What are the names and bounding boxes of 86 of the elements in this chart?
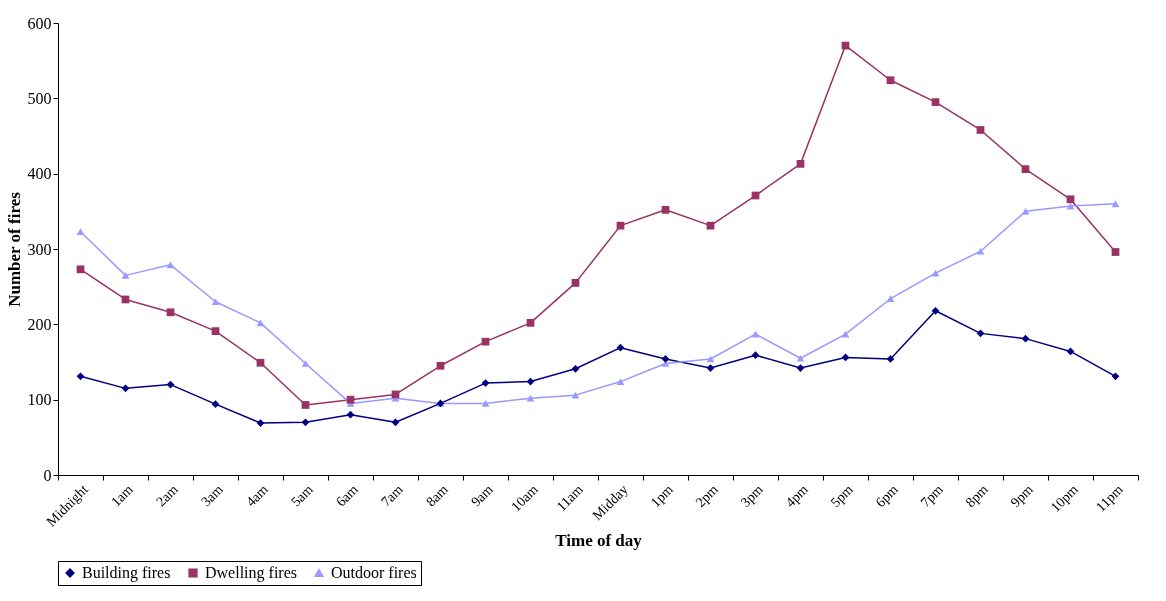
point xyxy=(931,98,940,106)
point xyxy=(976,247,985,255)
point xyxy=(1111,248,1120,256)
y-tick-label: 600 xyxy=(27,14,52,32)
x-tick-label: 8am xyxy=(423,481,451,510)
x-tick-label: 3am xyxy=(198,481,226,510)
y-axis-title: Number of fires xyxy=(4,191,24,307)
point xyxy=(1021,334,1030,343)
y-tick-label: 100 xyxy=(27,391,52,409)
point xyxy=(706,355,715,363)
point xyxy=(211,327,220,335)
x-tick-label: 4am xyxy=(243,481,271,510)
point xyxy=(931,306,940,315)
point xyxy=(301,418,310,427)
x-tick-label: 3pm xyxy=(737,481,766,510)
point xyxy=(706,221,715,230)
x-tick-label: 7pm xyxy=(917,481,946,510)
y-tick-label: 500 xyxy=(27,89,52,107)
point xyxy=(796,364,805,372)
y-tick-label: 200 xyxy=(27,315,52,333)
point xyxy=(571,279,580,287)
point xyxy=(76,228,85,236)
point xyxy=(211,400,220,409)
point xyxy=(481,400,490,407)
point xyxy=(346,410,355,419)
point xyxy=(481,379,490,387)
point xyxy=(346,395,355,404)
point xyxy=(886,76,895,85)
x-tick-label: 6pm xyxy=(872,481,901,510)
point xyxy=(571,364,580,373)
point xyxy=(256,319,265,327)
point xyxy=(751,351,760,360)
point xyxy=(661,355,670,363)
point xyxy=(301,360,310,367)
point xyxy=(76,265,85,274)
y-tick-label: 300 xyxy=(27,240,52,258)
x-tick-label: 2pm xyxy=(692,481,721,510)
point xyxy=(616,221,625,230)
point xyxy=(391,418,400,427)
x-tick-label: 9am xyxy=(468,481,496,510)
point xyxy=(211,298,220,306)
point xyxy=(1066,202,1075,210)
point xyxy=(166,308,175,317)
x-tick-label: 5am xyxy=(288,481,316,510)
x-tick-label: 5pm xyxy=(827,481,856,510)
y-tick-label: 0 xyxy=(43,466,52,484)
point xyxy=(481,337,490,346)
point xyxy=(976,126,985,134)
point xyxy=(616,343,625,352)
point xyxy=(1111,200,1120,208)
x-axis-title: Time of day xyxy=(555,531,643,551)
point xyxy=(256,358,265,367)
legend-label: Building fires xyxy=(82,564,171,582)
x-tick-label: 6am xyxy=(333,481,361,510)
x-tick-label: 4pm xyxy=(782,481,811,510)
point xyxy=(1111,372,1120,381)
point xyxy=(301,401,310,409)
point xyxy=(436,361,445,370)
point xyxy=(121,384,130,393)
point xyxy=(166,261,175,269)
point xyxy=(976,329,985,338)
point xyxy=(121,272,130,279)
point xyxy=(1021,165,1030,174)
point xyxy=(886,295,895,303)
x-tick-label: 7am xyxy=(378,481,406,510)
point xyxy=(256,419,265,427)
y-tick-label: 400 xyxy=(27,165,52,183)
point xyxy=(526,318,535,327)
point xyxy=(526,394,535,402)
legend-label: Outdoor fires xyxy=(331,564,417,581)
point xyxy=(886,355,895,363)
x-tick-label: 8pm xyxy=(962,481,991,510)
point xyxy=(1021,207,1030,215)
point xyxy=(571,391,580,399)
point xyxy=(616,378,625,385)
point xyxy=(796,160,805,168)
point xyxy=(661,205,670,214)
legend-label: Dwelling fires xyxy=(205,564,297,582)
x-tick-label: 2am xyxy=(153,481,181,510)
x-tick-label: 1am xyxy=(108,481,136,510)
point xyxy=(796,354,805,362)
point xyxy=(1066,195,1075,204)
point xyxy=(706,364,715,372)
point xyxy=(76,372,85,381)
x-tick-label: 1pm xyxy=(647,481,676,510)
x-tick-label: 9pm xyxy=(1007,481,1036,510)
